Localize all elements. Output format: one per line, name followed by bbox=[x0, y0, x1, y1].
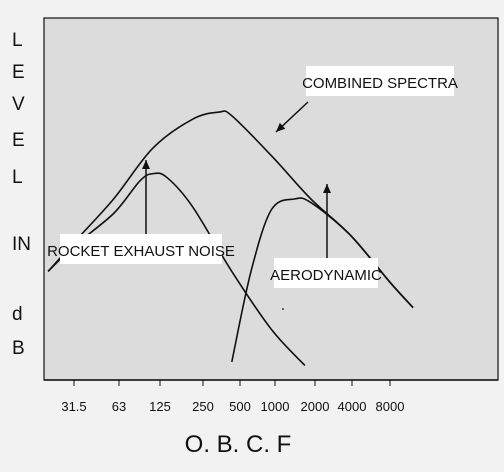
y-axis-label-letter: E bbox=[12, 130, 25, 151]
annotation-label: ROCKET EXHAUST NOISE bbox=[47, 243, 235, 260]
series-line-2 bbox=[47, 172, 306, 367]
y-axis-label-letter: d bbox=[12, 304, 23, 325]
x-tick-label: 2000 bbox=[301, 399, 330, 414]
series-line-3 bbox=[231, 197, 414, 363]
annotation-box bbox=[274, 258, 378, 288]
x-tick-label: 125 bbox=[149, 399, 171, 414]
stray-mark bbox=[282, 308, 284, 310]
annotation-label: COMBINED SPECTRA bbox=[302, 75, 458, 92]
x-axis-label: O. B. C. F bbox=[185, 431, 292, 458]
annotation-box bbox=[306, 66, 454, 96]
y-axis-label-letter: IN bbox=[12, 234, 31, 255]
annotation: COMBINED SPECTRA bbox=[275, 66, 458, 133]
y-axis-label-letter: L bbox=[12, 167, 23, 188]
x-axis-ticks: 31.5 63 125 250 500 1000 2000 4000 8000 bbox=[61, 380, 404, 414]
y-axis-label-letter: E bbox=[12, 62, 25, 83]
annotation: AERODYNAMIC bbox=[270, 184, 382, 288]
x-tick-label: 31.5 bbox=[61, 399, 86, 414]
annotation-box bbox=[60, 234, 222, 264]
annotations: COMBINED SPECTRA ROCKET EXHAUST NOISE AERO… bbox=[47, 66, 458, 310]
x-tick-label: 63 bbox=[112, 399, 126, 414]
series-layer bbox=[47, 110, 414, 367]
annotation-arrowhead bbox=[276, 122, 286, 132]
x-tick-label: 250 bbox=[192, 399, 214, 414]
annotation-arrowhead bbox=[323, 184, 331, 193]
y-axis-label-letter: L bbox=[12, 30, 23, 51]
x-tick-label: 1000 bbox=[261, 399, 290, 414]
annotation-label: AERODYNAMIC bbox=[270, 267, 382, 284]
x-tick-label: 4000 bbox=[338, 399, 367, 414]
y-axis-label-letter: V bbox=[12, 94, 25, 115]
annotation-arrowhead bbox=[142, 160, 150, 169]
annotation: ROCKET EXHAUST NOISE bbox=[47, 160, 235, 264]
x-tick-label: 8000 bbox=[376, 399, 405, 414]
x-tick-label: 500 bbox=[229, 399, 251, 414]
y-axis-label-letter: B bbox=[12, 338, 25, 359]
